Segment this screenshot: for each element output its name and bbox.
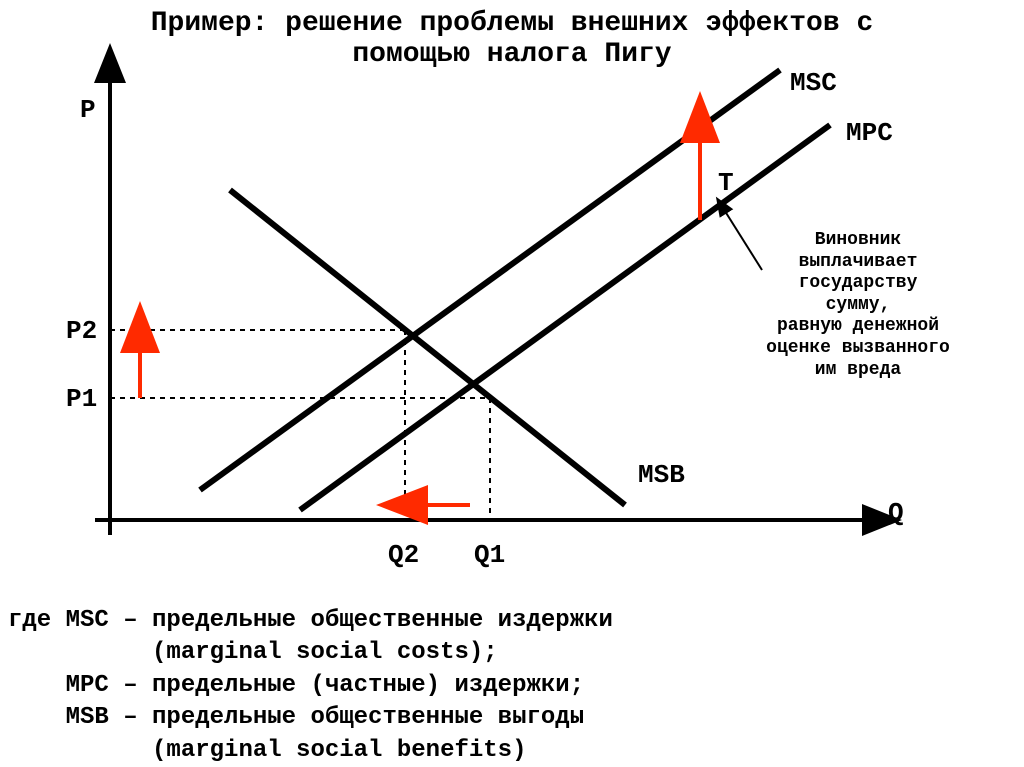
label-p1: P1: [66, 384, 97, 414]
label-msb: MSB: [638, 460, 685, 490]
diagram-page: Пример: решение проблемы внешних эффекто…: [0, 0, 1024, 767]
label-p2: P2: [66, 316, 97, 346]
annotation-text: Виновник выплачивает государству сумму, …: [728, 230, 988, 381]
label-p-axis: P: [80, 95, 96, 125]
label-q2: Q2: [388, 540, 419, 570]
label-msc: MSC: [790, 68, 837, 98]
label-q-axis: Q: [888, 498, 904, 528]
label-mpc: MPC: [846, 118, 893, 148]
legend-text: где MSC – предельные общественные издерж…: [8, 605, 613, 767]
label-t: T: [718, 168, 734, 198]
label-q1: Q1: [474, 540, 505, 570]
curve-msb: [230, 190, 625, 505]
curve-msc: [200, 70, 780, 490]
